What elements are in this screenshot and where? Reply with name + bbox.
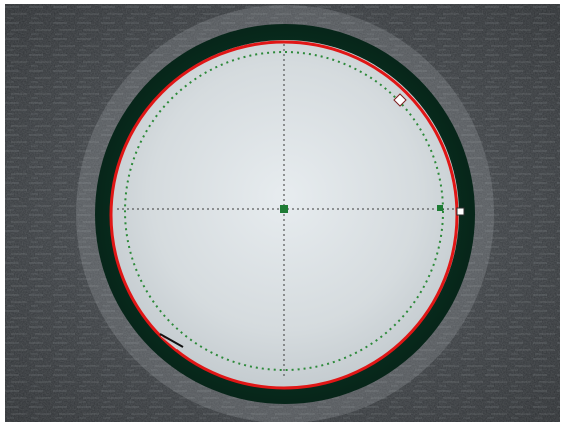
line-handle-icon[interactable] xyxy=(159,333,184,350)
microscope-viewport[interactable] xyxy=(5,4,560,422)
square-marker-icon[interactable] xyxy=(437,205,443,211)
square-marker-icon[interactable] xyxy=(280,205,288,213)
measurement-overlay-canvas[interactable] xyxy=(5,4,560,422)
diamond-handle-icon[interactable] xyxy=(393,93,407,107)
bore-area xyxy=(111,40,459,388)
square-handle-icon[interactable] xyxy=(456,207,465,216)
